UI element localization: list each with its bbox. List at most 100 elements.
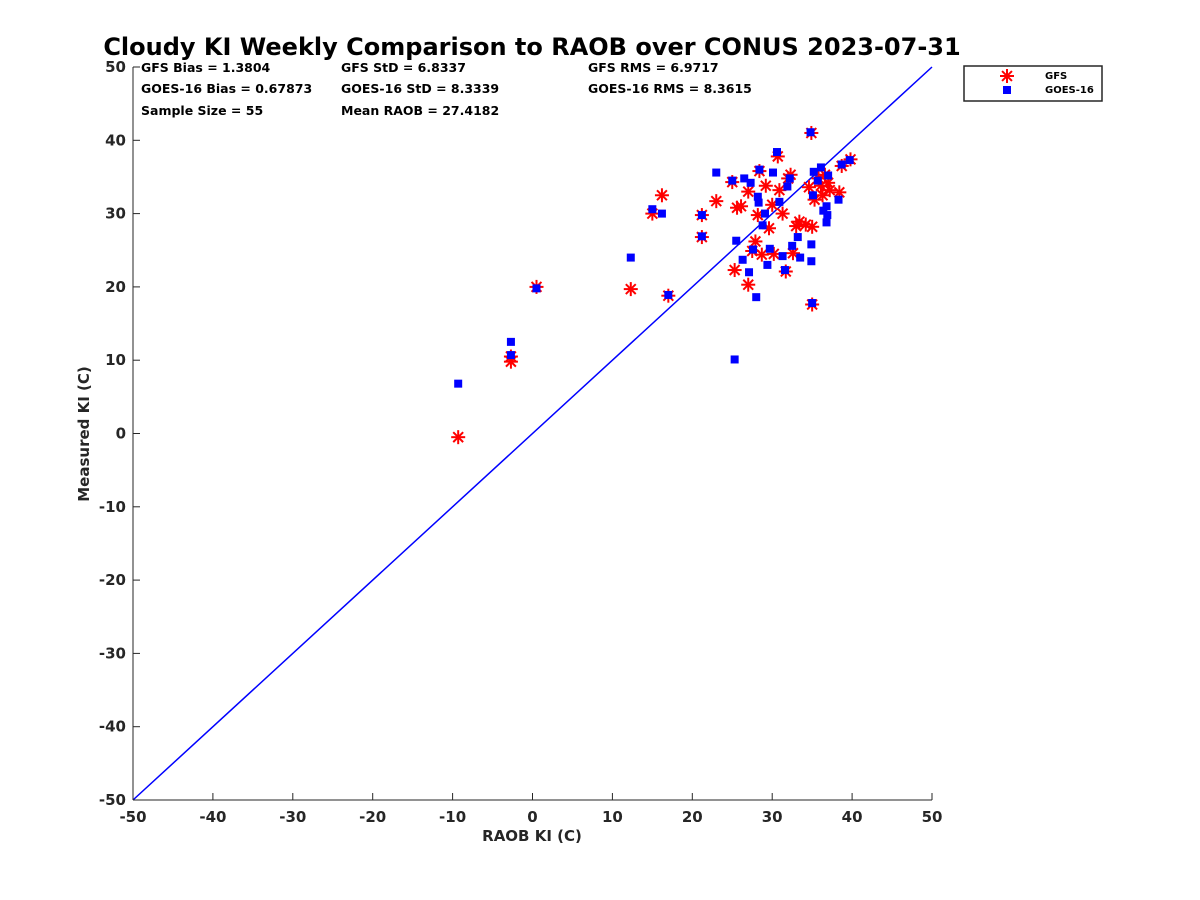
gfs-point bbox=[741, 184, 756, 199]
gfs-point bbox=[734, 199, 749, 214]
goes16-point bbox=[813, 176, 822, 185]
goes16-point bbox=[506, 337, 515, 346]
y-axis-ticks: -50 -40 -30 -20 -10 0 10 20 30 40 50 bbox=[99, 58, 140, 809]
goes16-point bbox=[819, 206, 828, 215]
goes16-point bbox=[823, 211, 832, 220]
goes16-point bbox=[834, 195, 843, 204]
goes16-point bbox=[822, 218, 831, 227]
x-tick-label: 0 bbox=[527, 808, 537, 826]
goes16-point bbox=[796, 253, 805, 262]
goes16-point bbox=[768, 168, 777, 177]
goes16-point bbox=[785, 174, 794, 183]
goes16-point bbox=[788, 241, 797, 250]
gfs-point bbox=[822, 183, 837, 198]
x-tick-label: -20 bbox=[359, 808, 386, 826]
goes16-point bbox=[807, 240, 816, 249]
x-tick-label: 40 bbox=[842, 808, 863, 826]
goes16-point bbox=[822, 202, 831, 211]
goes16-point bbox=[712, 168, 721, 177]
y-tick-label: 50 bbox=[105, 58, 126, 76]
gfs-point bbox=[623, 282, 638, 297]
legend-gfs-asterisk bbox=[1000, 69, 1014, 83]
goes16-point bbox=[772, 148, 781, 157]
y-tick-label: -30 bbox=[99, 644, 126, 662]
gfs-point bbox=[709, 194, 724, 209]
y-tick-label: 10 bbox=[105, 351, 126, 369]
goes16-point bbox=[745, 268, 754, 277]
gfs-point bbox=[775, 206, 790, 221]
gfs-point bbox=[741, 277, 756, 292]
goes16-point bbox=[824, 171, 833, 180]
chart-title: Cloudy KI Weekly Comparison to RAOB over… bbox=[103, 33, 960, 61]
goes16-point bbox=[532, 284, 541, 293]
goes16-point bbox=[506, 351, 515, 360]
x-tick-label: 20 bbox=[682, 808, 703, 826]
goes16-point bbox=[738, 255, 747, 264]
stat-1-0: GOES-16 Bias = 0.67873 bbox=[141, 81, 312, 96]
y-tick-label: 30 bbox=[105, 205, 126, 223]
x-tick-label: 10 bbox=[602, 808, 623, 826]
goes16-series bbox=[454, 128, 854, 388]
one-to-one-line bbox=[132, 66, 933, 801]
legend-gfs-marker bbox=[1000, 69, 1014, 83]
goes16-point bbox=[754, 198, 763, 207]
stat-2-1: Mean RAOB = 27.4182 bbox=[341, 103, 499, 118]
y-tick-label: 0 bbox=[116, 425, 126, 443]
stat-0-0: GFS Bias = 1.3804 bbox=[141, 60, 271, 75]
goes16-point bbox=[728, 176, 737, 185]
goes16-point bbox=[626, 253, 635, 262]
goes16-point bbox=[755, 165, 764, 174]
goes16-point bbox=[775, 197, 784, 206]
gfs-point bbox=[754, 247, 769, 262]
goes16-point bbox=[793, 233, 802, 242]
goes16-point bbox=[752, 293, 761, 302]
goes16-point bbox=[749, 245, 758, 254]
gfs-point bbox=[758, 178, 773, 193]
y-tick-label: 20 bbox=[105, 278, 126, 296]
x-tick-label: 30 bbox=[762, 808, 783, 826]
goes16-point bbox=[732, 236, 741, 245]
statistics-block: GFS Bias = 1.3804 GFS StD = 6.8337 GFS RMS… bbox=[141, 60, 752, 118]
goes16-point bbox=[837, 160, 846, 169]
y-tick-label: -50 bbox=[99, 791, 126, 809]
x-tick-label: -10 bbox=[439, 808, 466, 826]
goes16-point bbox=[753, 192, 762, 201]
legend-box bbox=[963, 65, 1103, 102]
goes16-point bbox=[780, 266, 789, 275]
y-axis-label: Measured KI (C) bbox=[75, 366, 93, 502]
goes16-point bbox=[778, 252, 787, 261]
plot-area bbox=[132, 66, 933, 801]
goes16-point bbox=[783, 182, 792, 191]
gfs-point bbox=[805, 219, 820, 234]
goes16-point bbox=[697, 211, 706, 220]
goes16-point bbox=[664, 290, 673, 299]
goes16-point bbox=[808, 299, 817, 308]
legend-goes16-label: GOES-16 bbox=[1045, 85, 1094, 96]
stat-2-0: Sample Size = 55 bbox=[141, 103, 263, 118]
legend-goes16-marker bbox=[1003, 86, 1011, 94]
stat-0-1: GFS StD = 6.8337 bbox=[341, 60, 466, 75]
goes16-point bbox=[657, 209, 666, 218]
goes16-point bbox=[758, 221, 767, 230]
goes16-point bbox=[454, 379, 463, 388]
gfs-point bbox=[727, 263, 742, 278]
goes16-point bbox=[761, 209, 770, 218]
y-tick-label: -10 bbox=[99, 498, 126, 516]
x-tick-label: -30 bbox=[279, 808, 306, 826]
goes16-point bbox=[697, 232, 706, 241]
x-axis-label: RAOB KI (C) bbox=[482, 827, 582, 845]
gfs-point bbox=[766, 246, 781, 261]
x-axis-ticks: -50 -40 -30 -20 -10 0 10 20 30 40 50 bbox=[119, 793, 942, 826]
y-tick-label: -40 bbox=[99, 718, 126, 736]
goes16-point bbox=[807, 257, 816, 266]
goes16-point bbox=[806, 128, 815, 137]
x-tick-label: -40 bbox=[199, 808, 226, 826]
goes16-point bbox=[845, 156, 854, 165]
stat-0-2: GFS RMS = 6.9717 bbox=[588, 60, 719, 75]
gfs-point bbox=[815, 188, 830, 203]
x-tick-label: -50 bbox=[119, 808, 146, 826]
goes16-point bbox=[816, 163, 825, 172]
stat-1-2: GOES-16 RMS = 8.3615 bbox=[588, 81, 752, 96]
